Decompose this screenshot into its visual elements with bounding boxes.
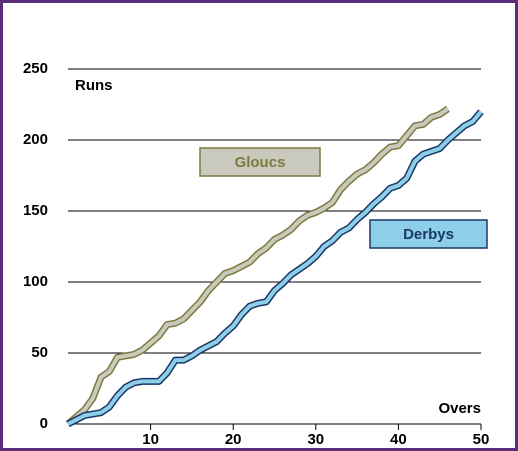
- y-tick-label: 200: [23, 131, 48, 148]
- y-tick-label: 150: [23, 202, 48, 219]
- y-tick-label: 0: [40, 415, 48, 432]
- y-axis-label: Runs: [75, 77, 113, 94]
- y-tick-label: 100: [23, 273, 48, 290]
- legend-label: Derbys: [403, 226, 454, 243]
- x-tick-label: 40: [390, 431, 407, 448]
- y-tick-label: 250: [23, 60, 48, 77]
- x-tick-label: 50: [473, 431, 490, 448]
- x-tick-label: 30: [307, 431, 324, 448]
- series-line: [67, 110, 483, 426]
- x-tick-label: 20: [225, 431, 242, 448]
- x-tick-label: 10: [142, 431, 159, 448]
- x-axis-label: Overs: [438, 400, 481, 417]
- series-line: [66, 107, 450, 426]
- legend-box: [199, 147, 321, 177]
- legend-box: [369, 219, 488, 249]
- y-tick-label: 50: [31, 344, 48, 361]
- legend-label: Gloucs: [235, 154, 286, 171]
